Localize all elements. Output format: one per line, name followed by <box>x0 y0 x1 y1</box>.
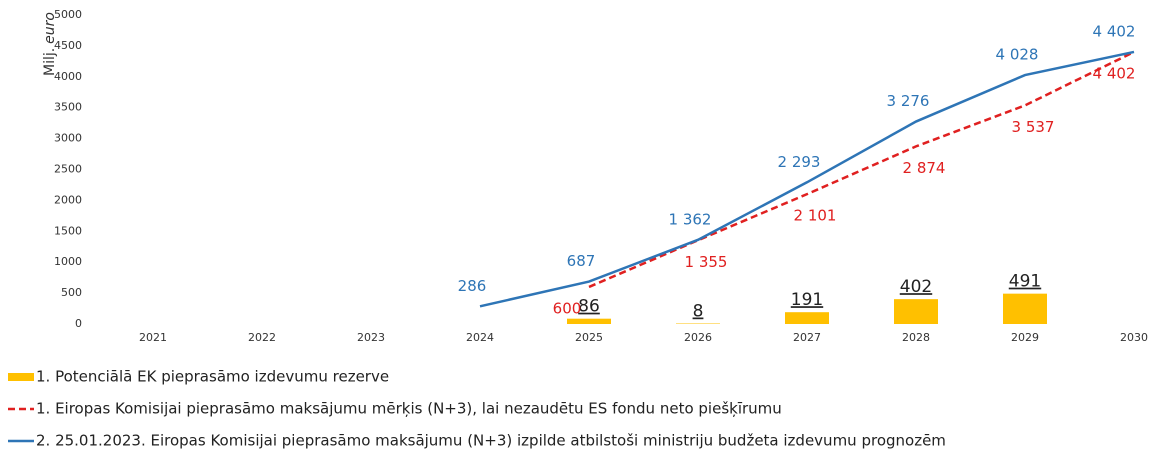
bar-value-label: 402 <box>900 277 932 297</box>
y-tick-label: 3500 <box>54 101 82 114</box>
bar-value-label: 491 <box>1009 272 1041 292</box>
line-value-label: 3 537 <box>1012 118 1055 136</box>
y-tick-label: 3000 <box>54 132 82 145</box>
y-tick-label: 1000 <box>54 255 82 268</box>
x-tick-label: 2028 <box>902 331 930 344</box>
line-value-label: 3 276 <box>887 92 930 110</box>
y-tick-label: 1500 <box>54 224 82 237</box>
legend-label: 2. 25.01.2023. Eiropas Komisijai piepras… <box>36 432 946 450</box>
line-value-label: 600 <box>553 299 582 317</box>
bar <box>894 299 938 324</box>
x-tick-label: 2024 <box>466 331 494 344</box>
line-value-label: 2 101 <box>794 207 837 225</box>
x-tick-label: 2023 <box>357 331 385 344</box>
y-label-part: Milj. <box>42 48 58 76</box>
y-label-part: euro <box>42 12 58 44</box>
y-axis-label: Milj. euro <box>42 12 58 76</box>
legend-label: 1. Potenciālā EK pieprasāmo izdevumu rez… <box>36 368 389 386</box>
line-value-label: 286 <box>458 277 487 295</box>
legend-swatch <box>8 373 34 381</box>
line-series <box>479 50 1135 308</box>
bar-value-label: 191 <box>791 290 823 310</box>
line-value-label: 2 874 <box>903 159 946 177</box>
x-tick-label: 2026 <box>684 331 712 344</box>
y-tick-label: 2500 <box>54 163 82 176</box>
bar <box>567 318 611 324</box>
x-tick-label: 2022 <box>248 331 276 344</box>
x-tick-label: 2027 <box>793 331 821 344</box>
y-tick-label: 500 <box>61 286 82 299</box>
line-value-label: 4 402 <box>1093 22 1136 40</box>
line-value-label: 4 402 <box>1093 64 1136 82</box>
line-value-label: 687 <box>567 252 596 270</box>
x-tick-label: 2025 <box>575 331 603 344</box>
y-tick-label: 4000 <box>54 70 82 83</box>
line-value-label: 1 362 <box>669 210 712 228</box>
legend-label: 1. Eiropas Komisijai pieprasāmo maksājum… <box>36 400 782 418</box>
x-tick-label: 2029 <box>1011 331 1039 344</box>
y-tick-label: 4500 <box>54 39 82 52</box>
x-tick-label: 2021 <box>139 331 167 344</box>
bar-value-label: 86 <box>578 297 600 317</box>
bar <box>785 312 829 324</box>
y-tick-label: 0 <box>75 317 82 330</box>
line-value-label: 2 293 <box>778 153 821 171</box>
y-tick-label: 5000 <box>54 8 82 21</box>
x-tick-label: 2030 <box>1120 331 1148 344</box>
bar <box>1003 293 1047 324</box>
line-value-label: 1 355 <box>685 253 728 271</box>
bar-value-label: 8 <box>693 302 704 322</box>
y-tick-label: 2000 <box>54 193 82 206</box>
line-value-label: 4 028 <box>996 46 1039 64</box>
line-series <box>588 50 1135 289</box>
